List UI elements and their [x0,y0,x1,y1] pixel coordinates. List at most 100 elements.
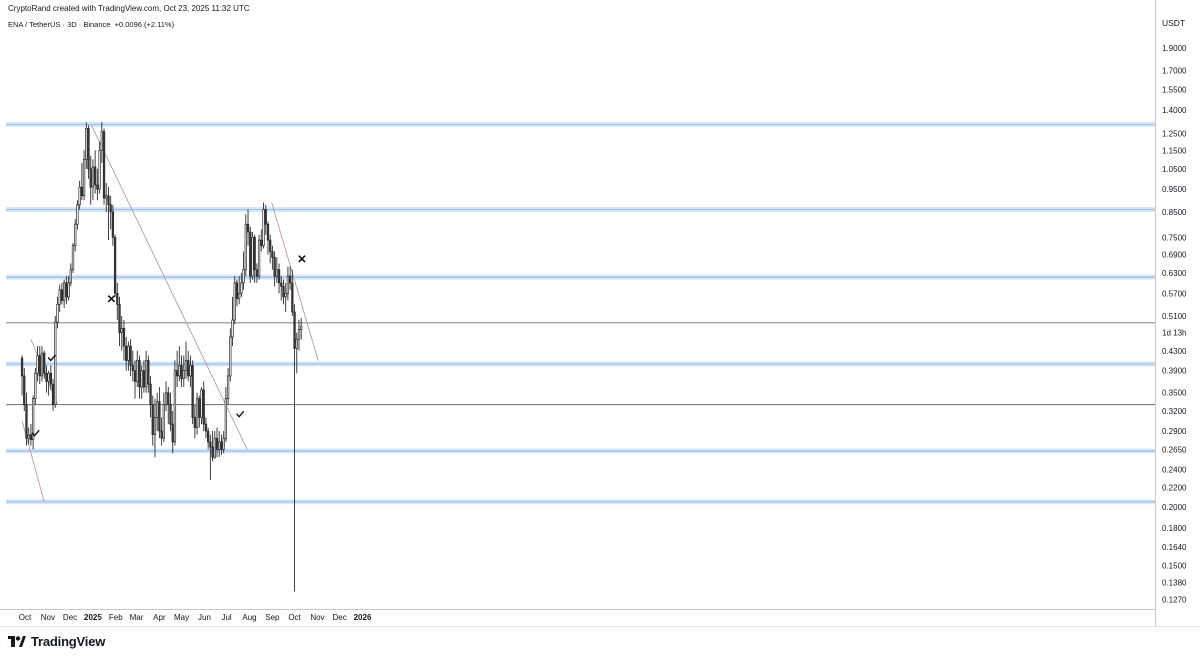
candle-body-up [213,437,216,458]
time-label: Nov [41,613,55,622]
price-axis-currency: USDT [1162,18,1185,28]
candle-body-up [178,365,181,377]
candle [242,251,245,290]
candle [62,279,66,309]
cross-icon [107,295,115,303]
candle [78,180,81,210]
candle-body-down [65,282,68,298]
candle-body-down [129,345,132,366]
symbol-pair[interactable]: ENA / TetherUS [8,20,61,29]
support-level-6[interactable] [6,448,1155,454]
candle-body-down [264,209,267,225]
candle [286,266,290,301]
trendline-3[interactable] [271,202,319,361]
candle [226,368,230,405]
countdown-label: 1d 13h [1162,329,1186,338]
candle [54,315,57,408]
support-level-7[interactable] [6,499,1155,505]
price-tick: 0.1380 [1162,578,1187,587]
candle-body-down [171,423,174,443]
candle-body-up [224,398,228,439]
candle [91,159,95,201]
candle-body-down [280,282,283,287]
candle-body-up [200,389,203,418]
candle-body-up [173,370,177,443]
support-level-1[interactable] [6,206,1155,212]
support-level-0[interactable] [6,122,1155,128]
candle-body-down [142,370,146,388]
time-label: Dec [63,613,77,622]
candle-body-down [220,441,223,450]
candle [213,431,216,459]
candle [29,424,33,446]
candle-body-down [122,327,126,347]
candle-body-up [105,195,108,199]
candle-body-up [100,131,103,151]
candle-body-up [67,282,70,298]
symbol-legend: ENA / TetherUS · 3D · Binance +0.0096 (+… [8,20,175,29]
candle-body-down [133,370,137,382]
candle-body-down [113,237,117,294]
candle [280,276,283,301]
candle [120,315,123,351]
candle-body-down [107,195,110,206]
candle [122,320,126,361]
price-tick: 0.4300 [1162,347,1187,356]
candle [125,337,128,371]
candle [167,386,170,425]
candle [111,204,115,246]
candle [51,378,55,411]
candle [147,355,150,393]
candle-body-down [94,166,97,186]
candle-body-up [58,289,61,305]
candle-body-up [71,245,75,271]
candle-body-up [74,223,77,247]
price-tick: 1.0500 [1162,165,1187,174]
time-label: Jun [198,613,211,622]
candle-body-down [29,434,33,440]
time-label: Oct [19,613,32,622]
symbol-interval[interactable]: 3D [67,20,77,29]
price-tick: 0.1800 [1162,524,1187,533]
candle [105,182,108,212]
candle-body-down [260,239,263,247]
candle [140,365,143,399]
candle [102,128,106,205]
support-level-2[interactable] [6,274,1155,280]
tradingview-logo[interactable]: TradingView [8,634,105,649]
price-tick: 0.6900 [1162,250,1187,259]
support-level-4[interactable] [6,361,1155,367]
candle [34,368,37,405]
candle-body-down [151,404,154,435]
time-label: Nov [310,613,324,622]
trendline-2[interactable] [91,125,248,450]
price-tick: 0.2400 [1162,466,1187,475]
candle [220,434,223,455]
candle-body-up [85,128,88,160]
candle [80,163,84,201]
candle [96,168,99,201]
price-tick: 0.1640 [1162,543,1187,552]
cross-icon [298,255,306,263]
candle-body-down [125,345,128,361]
candle [211,431,214,462]
candle [47,370,50,396]
candle [169,392,172,432]
candle [288,266,292,290]
price-tick: 0.7500 [1162,233,1187,242]
candle [189,355,192,387]
candle [107,187,110,241]
candle-body-down [255,269,259,277]
candle [295,332,298,374]
trendlines [21,125,319,502]
candle-body-up [244,223,247,271]
candle-body-down [102,131,106,199]
candle [162,392,165,442]
candle-body-down [96,184,99,190]
candle-body-down [291,282,294,313]
candle [198,395,201,428]
candle-body-down [282,285,285,298]
candle-body-down [158,401,161,432]
candle [142,360,146,393]
